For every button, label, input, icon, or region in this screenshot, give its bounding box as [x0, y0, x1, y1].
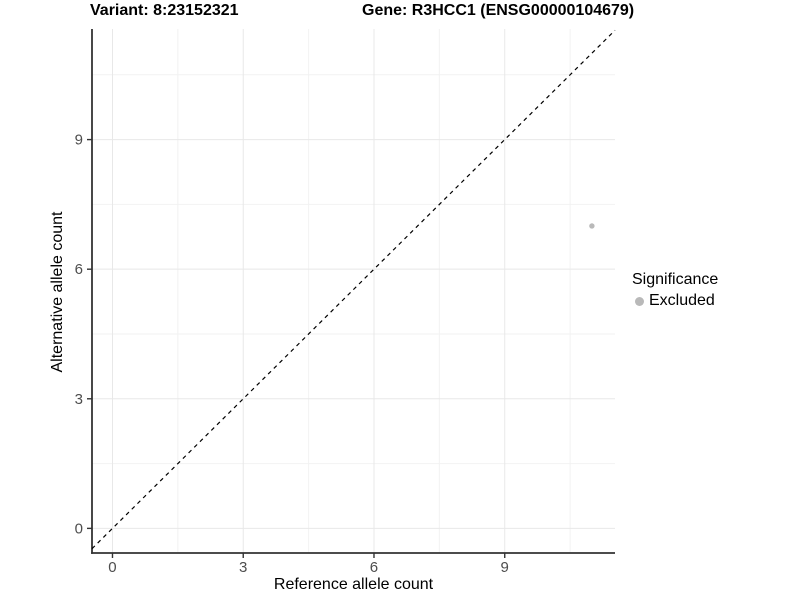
- y-tick-label: 3: [75, 391, 83, 408]
- x-tick-label: 9: [501, 559, 509, 576]
- data-point: [589, 223, 595, 229]
- y-axis-title: Alternative allele count: [49, 211, 66, 373]
- x-tick-label: 3: [239, 559, 247, 576]
- legend-point-icon: [635, 296, 644, 306]
- legend-title: Significance: [632, 271, 719, 288]
- x-tick-label: 6: [370, 559, 378, 576]
- plot-title-variant: Variant: 8:23152321: [90, 2, 239, 19]
- x-axis-title: Reference allele count: [273, 576, 434, 593]
- legend-item-label: Excluded: [649, 292, 715, 309]
- legend: Significance Excluded: [632, 271, 718, 310]
- x-tick-label: 0: [108, 559, 116, 576]
- y-tick-label: 0: [75, 520, 83, 537]
- identity-reference-line: [91, 29, 616, 550]
- legend-item-excluded: Excluded: [635, 292, 718, 310]
- plot-title-gene: Gene: R3HCC1 (ENSG00000104679): [362, 2, 635, 19]
- y-tick-label: 6: [75, 261, 83, 278]
- y-tick-label: 9: [75, 132, 83, 149]
